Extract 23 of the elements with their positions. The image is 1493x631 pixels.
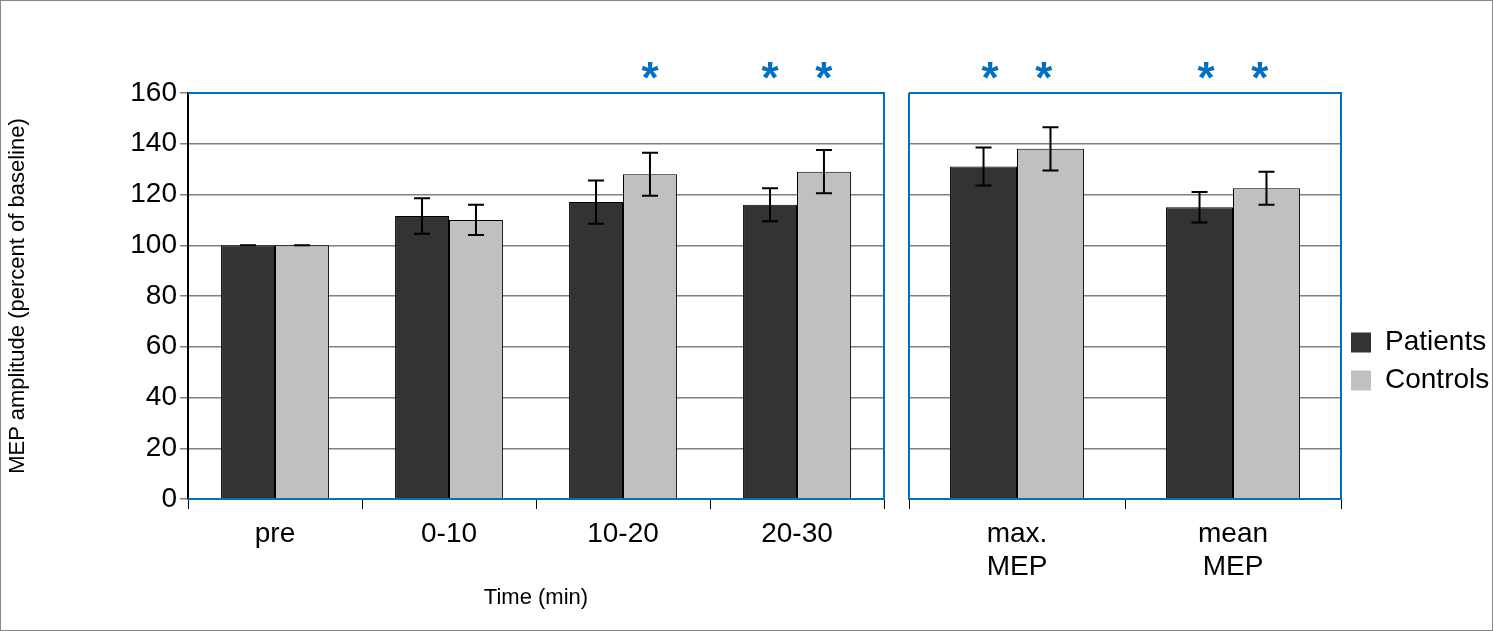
x-tick-label: mean MEP (1197, 516, 1269, 582)
x-tick-label: 20-30 (761, 516, 833, 548)
y-tick-label: 100 (130, 227, 177, 259)
y-tick-label: 120 (130, 177, 177, 209)
annotation: * * (761, 53, 834, 103)
x-tick-label: 0-10 (420, 516, 478, 548)
x-tick-label: pre (254, 516, 296, 548)
x-axis-title: Time (min) (483, 584, 589, 609)
annotation: * * (981, 53, 1054, 103)
y-tick-label: 160 (130, 75, 177, 107)
y-tick-label: 60 (145, 329, 177, 361)
y-tick-label: 80 (145, 278, 177, 310)
annotation: * * (1197, 53, 1270, 103)
legend-label: Controls (1385, 363, 1490, 395)
y-tick-label: 140 (130, 126, 177, 158)
y-tick-label: 40 (145, 380, 177, 412)
x-tick-label: 10-20 (587, 516, 659, 548)
legend-label: Patients (1385, 325, 1487, 357)
y-axis-title: MEP amplitude (percent of baseline) (4, 118, 30, 474)
annotation: * (641, 53, 660, 103)
x-tick-label: max. MEP (986, 516, 1048, 582)
y-tick-label: 20 (145, 430, 177, 462)
y-tick-label: 0 (161, 481, 177, 513)
